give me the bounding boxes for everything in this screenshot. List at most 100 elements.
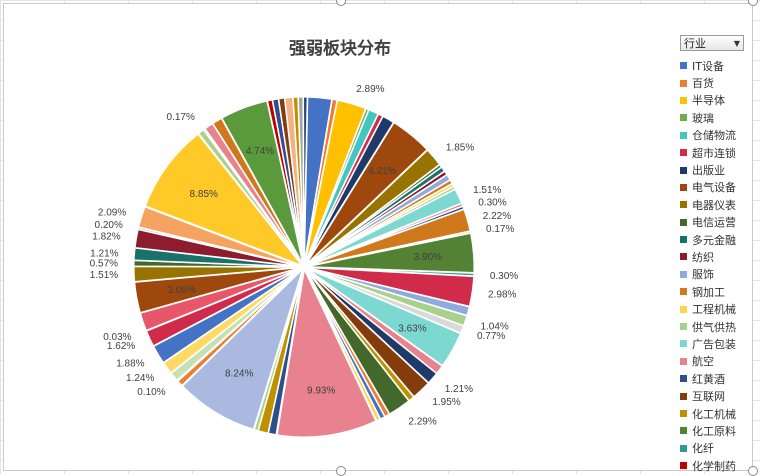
pie-slice[interactable]: [144, 132, 305, 268]
slice-data-label: 1.95%: [432, 397, 460, 408]
slice-data-label: 2.09%: [98, 208, 126, 219]
legend-item-label: 航空: [692, 355, 714, 369]
slice-data-label: 4.21%: [368, 166, 396, 177]
legend-swatch: [680, 392, 687, 400]
legend-item-label: 化学制药: [692, 459, 736, 473]
legend-item: 红黄酒: [680, 370, 752, 387]
legend-swatch: [680, 410, 687, 417]
slice-data-label: 1.62%: [107, 341, 135, 352]
legend-item: 玻璃: [680, 109, 752, 126]
slice-data-label: 1.24%: [126, 373, 154, 384]
legend-item-label: 玻璃: [692, 111, 714, 125]
legend-item: 供气供热: [680, 318, 752, 335]
legend-item: 化工原料: [680, 422, 752, 439]
legend-item-label: IT设备: [692, 59, 724, 73]
legend-item: 航空: [680, 353, 752, 370]
legend-item: 超市连锁: [680, 144, 752, 161]
slice-data-label: 3.90%: [414, 252, 442, 263]
legend-swatch: [680, 270, 687, 278]
legend-swatch: [680, 166, 687, 174]
slice-data-label: 1.21%: [445, 384, 473, 395]
slice-data-label: 3.63%: [398, 323, 426, 334]
legend-swatch: [680, 79, 687, 87]
legend-item: 半导体: [680, 92, 752, 109]
slice-data-label: 3.06%: [168, 285, 196, 296]
slice-data-label: 0.20%: [95, 220, 123, 231]
legend-item: 仓储物流: [680, 127, 752, 144]
legend-item-label: 半导体: [692, 94, 725, 108]
legend: 行业 ▼ IT设备百货半导体玻璃仓储物流超市连锁出版业电气设备 电器仪表 电信运营多…: [680, 35, 752, 474]
legend-swatch: [680, 62, 687, 70]
slice-data-label: 0.17%: [486, 224, 514, 235]
slice-data-label: 2.89%: [356, 84, 384, 95]
legend-item-label: 服饰: [692, 268, 714, 282]
legend-swatch: [680, 357, 687, 365]
legend-item: 电器仪表: [680, 196, 752, 213]
legend-swatch: [680, 462, 687, 470]
legend-swatch: [680, 236, 687, 244]
slice-data-label: 1.04%: [480, 321, 508, 332]
legend-item: 工程机械: [680, 300, 752, 317]
slice-data-label: 2.22%: [483, 211, 511, 222]
legend-swatch: [680, 427, 687, 435]
slice-data-label: 0.10%: [137, 387, 165, 398]
slice-data-label: 4.74%: [246, 146, 274, 157]
slice-data-label: 0.30%: [490, 271, 518, 282]
legend-item-label: 工程机械: [692, 303, 736, 317]
legend-item: 多元金融: [680, 231, 752, 248]
legend-item-label: 钢加工: [692, 285, 725, 299]
legend-item: 电信运营: [680, 214, 752, 231]
legend-item: 百货: [680, 74, 752, 91]
legend-swatch: [680, 375, 687, 383]
slice-data-label: 9.93%: [307, 386, 335, 397]
slice-data-label: 1.82%: [92, 231, 120, 242]
legend-item: 互联网: [680, 387, 752, 404]
legend-filter-label: 行业: [684, 37, 706, 50]
legend-swatch: [680, 340, 687, 348]
legend-item: 出版业: [680, 161, 752, 178]
legend-item-label: 电气设备: [692, 181, 736, 195]
slice-data-label: 1.88%: [116, 358, 144, 369]
legend-swatch: [680, 444, 687, 452]
legend-filter-dropdown[interactable]: 行业 ▼: [680, 35, 744, 51]
legend-item-label: 出版业: [692, 164, 725, 178]
legend-swatch: [680, 288, 687, 296]
dropdown-arrow-icon: ▼: [733, 39, 740, 48]
legend-swatch: [680, 218, 687, 226]
legend-item-label: 超市连锁: [692, 146, 736, 160]
legend-item-label: 供气供热: [692, 320, 736, 334]
legend-item-label: 红黄酒: [692, 372, 725, 386]
legend-swatch: [680, 305, 687, 313]
resize-handle-top-right[interactable]: [748, 0, 758, 6]
slice-data-label: 0.77%: [477, 331, 505, 342]
legend-swatch: [680, 253, 687, 261]
slice-data-label: 2.29%: [408, 416, 436, 427]
legend-item-label: 仓储物流: [692, 129, 736, 143]
legend-item-label: 百货: [692, 77, 714, 91]
legend-item: 纺织: [680, 248, 752, 265]
slice-data-label: 8.24%: [225, 369, 253, 380]
slice-data-label: 1.21%: [90, 248, 118, 259]
legend-item: 化工机械: [680, 405, 752, 422]
legend-item: 化学制药: [680, 457, 752, 474]
legend-item-label: 广告包装: [692, 337, 736, 351]
legend-swatch: [680, 96, 687, 104]
legend-swatch: [680, 183, 687, 191]
slice-data-label: 0.57%: [90, 258, 118, 269]
pie-slice[interactable]: [302, 96, 309, 265]
legend-item-label: 互联网: [692, 390, 725, 404]
legend-swatch: [680, 114, 687, 122]
legend-item-label: 化工机械: [692, 407, 736, 421]
slice-data-label: 1.51%: [473, 185, 501, 196]
pie-slice[interactable]: [276, 266, 378, 438]
legend-item: 服饰: [680, 266, 752, 283]
legend-item-label: 化工原料: [692, 424, 736, 438]
slice-data-label: 2.98%: [488, 289, 516, 300]
legend-swatch: [680, 149, 687, 157]
resize-handle-top[interactable]: [336, 0, 346, 6]
slice-data-label: 8.85%: [190, 189, 218, 200]
legend-swatch: [680, 323, 687, 331]
slice-data-label: 0.30%: [478, 198, 506, 209]
legend-list: IT设备百货半导体玻璃仓储物流超市连锁出版业电气设备 电器仪表 电信运营 多元金融 纺织…: [680, 57, 752, 474]
